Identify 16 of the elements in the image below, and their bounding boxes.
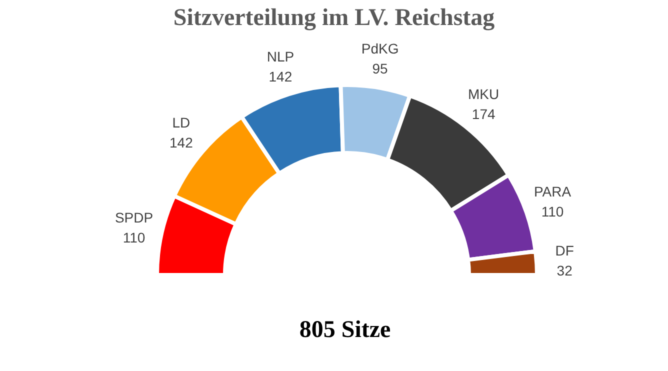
chart-title: Sitzverteilung im LV. Reichstag [173,5,495,31]
slice-label: PdKG [361,40,399,57]
slice-label: MKU [468,86,500,102]
slice-label: SPDP [114,210,154,226]
slice-label: DF [555,242,574,258]
data-label: 95 [372,60,388,77]
slice-label: NLP [266,48,294,64]
data-label: 110 [541,203,564,220]
slice-label: LD [172,114,190,130]
data-label: 142 [268,68,292,84]
data-label: 174 [472,106,496,122]
data-label: 32 [556,262,573,278]
data-label: 110 [122,230,146,246]
text: 805 Sitze [299,317,392,343]
slice-label: PARA [534,183,572,200]
data-label: 142 [169,134,194,150]
